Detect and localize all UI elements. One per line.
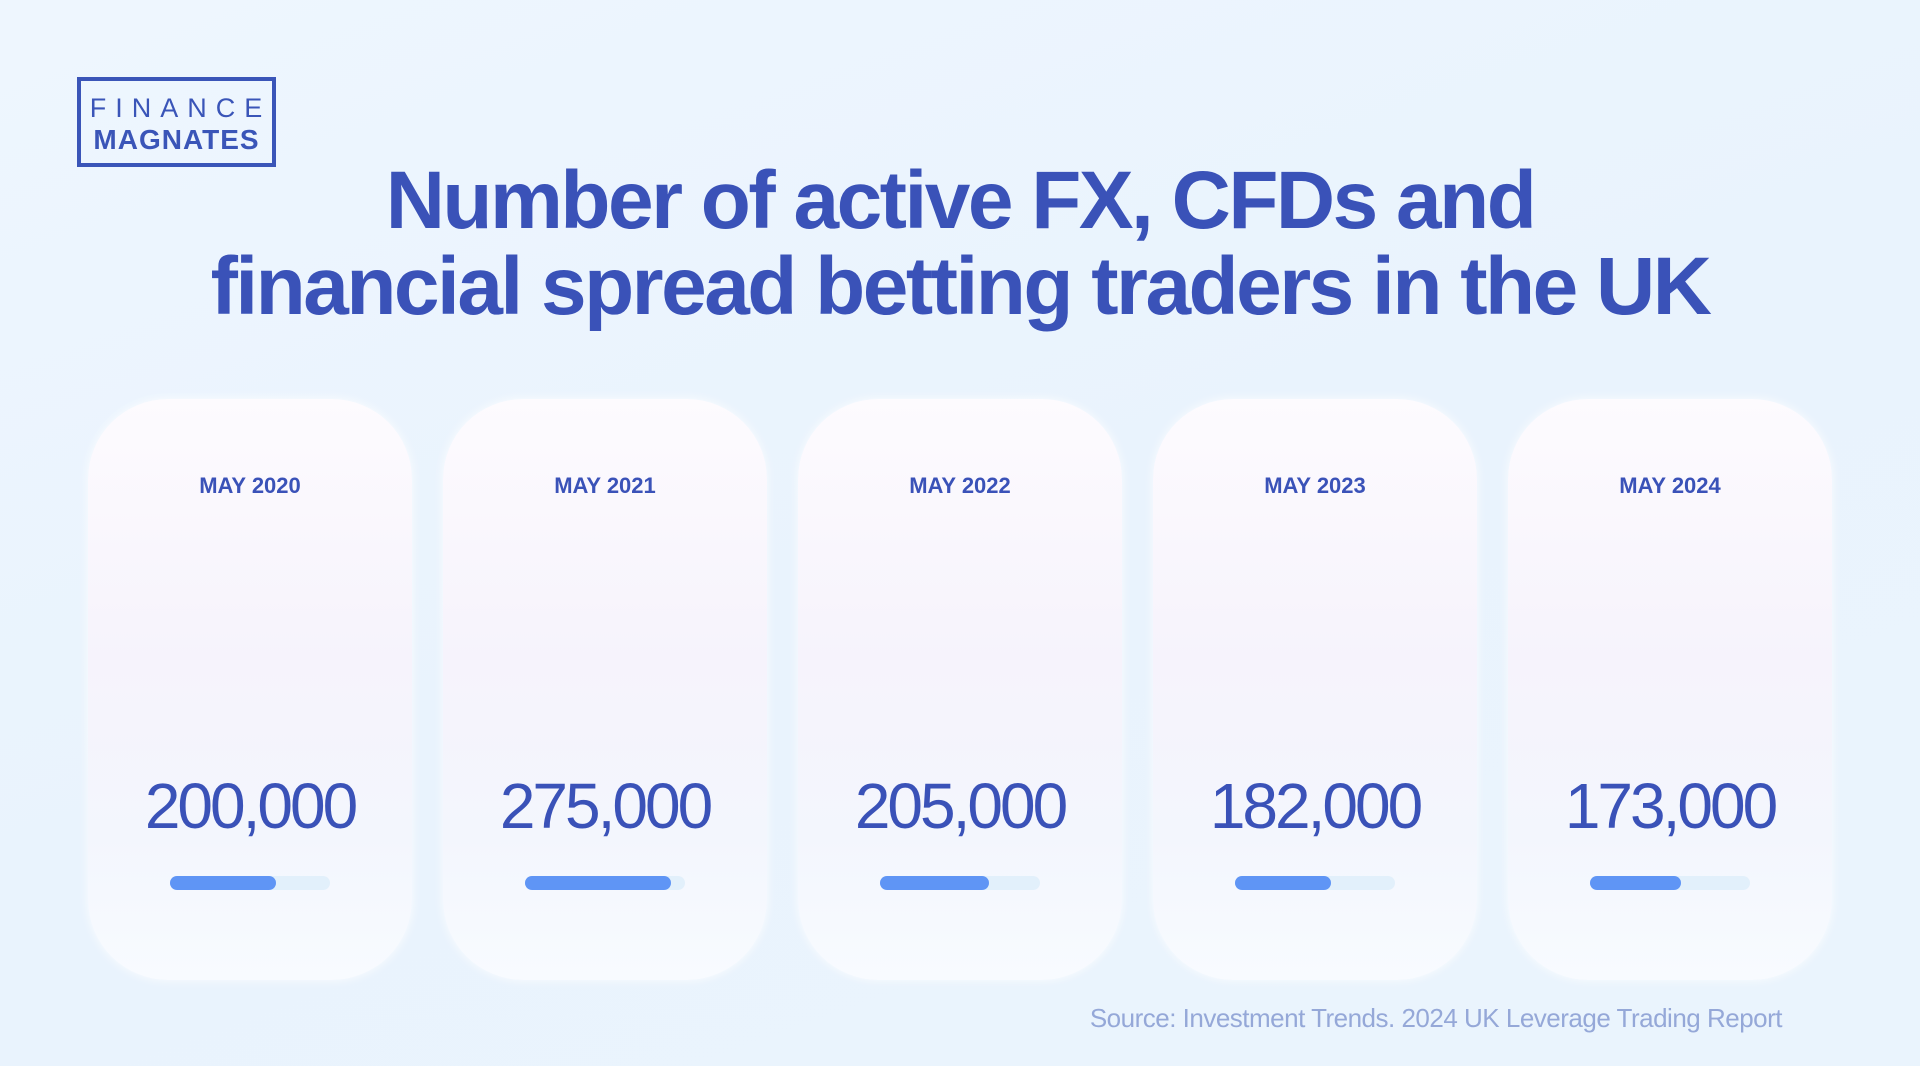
value-label: 275,000 bbox=[499, 770, 713, 842]
finance-magnates-logo: FINANCE MAGNATES bbox=[77, 77, 276, 167]
value-label: 205,000 bbox=[854, 770, 1068, 842]
value-label: 182,000 bbox=[1209, 770, 1423, 842]
year-card: MAY 2022 205,000 bbox=[798, 399, 1122, 980]
logo-line-1: FINANCE bbox=[89, 93, 272, 123]
progress-track bbox=[525, 876, 685, 890]
title-line-1: Number of active FX, CFDs and bbox=[385, 155, 1537, 246]
value-label: 173,000 bbox=[1564, 770, 1778, 842]
year-label: MAY 2023 bbox=[1264, 473, 1366, 498]
progress-bar bbox=[880, 876, 989, 890]
source-note: Source: Investment Trends. 2024 UK Lever… bbox=[1089, 1003, 1783, 1033]
year-card: MAY 2021 275,000 bbox=[443, 399, 767, 980]
year-label: MAY 2021 bbox=[554, 473, 656, 498]
progress-bar bbox=[525, 876, 671, 890]
year-card: MAY 2020 200,000 bbox=[88, 399, 412, 980]
page-title: Number of active FX, CFDs and financial … bbox=[0, 158, 1920, 330]
year-card: MAY 2023 182,000 bbox=[1153, 399, 1477, 980]
title-line-2: financial spread betting traders in the … bbox=[210, 241, 1712, 332]
year-card: MAY 2024 173,000 bbox=[1508, 399, 1832, 980]
progress-bar bbox=[1235, 876, 1331, 890]
value-label: 200,000 bbox=[144, 770, 358, 842]
year-label: MAY 2024 bbox=[1619, 473, 1721, 498]
year-label: MAY 2020 bbox=[199, 473, 301, 498]
progress-bar bbox=[170, 876, 276, 890]
progress-track bbox=[1590, 876, 1750, 890]
logo-line-2: MAGNATES bbox=[93, 124, 260, 155]
progress-bar bbox=[1590, 876, 1682, 890]
progress-track bbox=[1235, 876, 1395, 890]
progress-track bbox=[170, 876, 330, 890]
year-label: MAY 2022 bbox=[909, 473, 1011, 498]
progress-track bbox=[880, 876, 1040, 890]
